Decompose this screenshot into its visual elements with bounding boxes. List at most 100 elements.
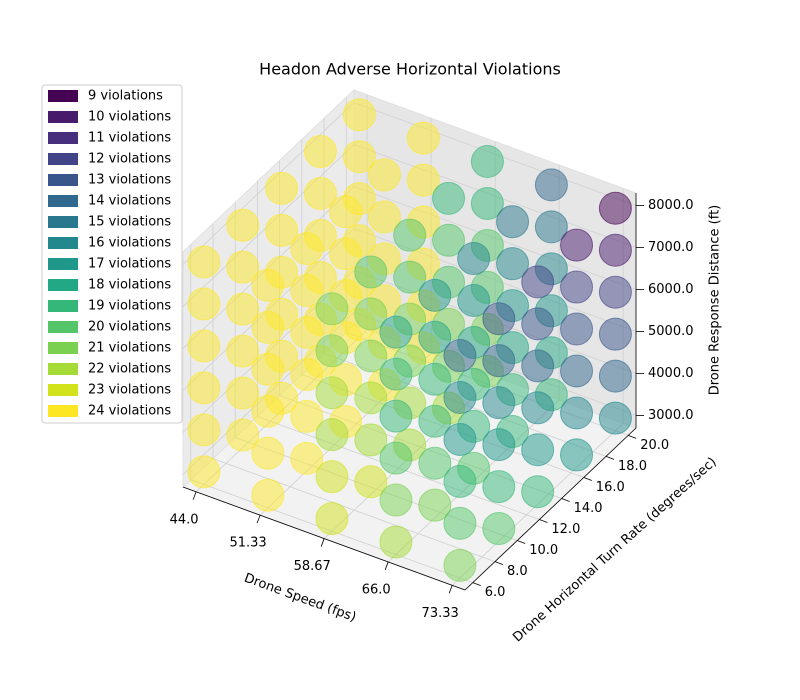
bubble: [187, 455, 221, 489]
bubble: [432, 181, 466, 215]
bubble: [342, 98, 376, 132]
z-tick-label: 8000.0: [648, 198, 694, 213]
bubble: [379, 399, 413, 433]
bubble: [560, 270, 594, 304]
bubble: [598, 275, 632, 309]
bubble: [354, 465, 388, 499]
bubble: [303, 177, 337, 211]
tick-mark: [605, 456, 615, 460]
y-tick-label: 20.0: [640, 438, 669, 453]
bubble: [482, 344, 516, 378]
bubble: [290, 441, 324, 475]
legend-swatch: [48, 90, 78, 102]
x-tick-label: 73.33: [422, 606, 459, 621]
legend-swatch: [48, 384, 78, 396]
bubble: [251, 352, 285, 386]
bubble: [393, 218, 427, 252]
legend-label: 13 violations: [88, 173, 171, 188]
legend-label: 23 violations: [88, 383, 171, 398]
x-tick-label: 66.0: [362, 582, 391, 597]
z-tick-label: 7000.0: [648, 240, 694, 255]
legend-swatch: [48, 216, 78, 228]
z-axis-label: Drone Response Distance (ft): [708, 205, 723, 396]
bubble: [329, 195, 363, 229]
bubble: [226, 418, 260, 452]
tick-mark: [192, 491, 197, 500]
legend-swatch: [48, 342, 78, 354]
legend-swatch: [48, 300, 78, 312]
x-axis: [182, 486, 466, 591]
bubble: [226, 208, 260, 242]
legend-swatch: [48, 153, 78, 165]
bubble: [418, 446, 452, 480]
bubble: [521, 433, 555, 467]
bubble: [482, 470, 516, 504]
legend-swatch: [48, 195, 78, 207]
bubble: [406, 121, 440, 155]
bubble: [187, 371, 221, 405]
bubble: [329, 237, 363, 271]
bubble: [534, 168, 568, 202]
bubble: [315, 460, 349, 494]
legend-swatch: [48, 258, 78, 270]
legend-label: 16 violations: [88, 236, 171, 251]
legend-label: 19 violations: [88, 299, 171, 314]
legend-label: 21 violations: [88, 341, 171, 356]
bubble: [560, 228, 594, 262]
legend-swatch: [48, 111, 78, 123]
bubble: [187, 329, 221, 363]
bubble: [290, 274, 324, 308]
y-tick-label: 18.0: [618, 459, 647, 474]
bubble: [418, 404, 452, 438]
bubble: [521, 265, 555, 299]
grid-line: [212, 458, 496, 562]
tick-mark: [472, 582, 481, 587]
bubble: [443, 339, 477, 373]
bubble: [560, 396, 594, 430]
bubble: [354, 339, 388, 373]
bubble: [560, 354, 594, 388]
legend-swatch: [48, 321, 78, 333]
tick-mark: [561, 498, 570, 502]
bubble: [432, 223, 466, 257]
bubble: [470, 186, 504, 220]
bubble: [251, 478, 285, 512]
z-tick-label: 6000.0: [648, 282, 694, 297]
x-axis-label: Drone Speed (fps): [242, 571, 358, 625]
z-tick-label: 4000.0: [648, 366, 694, 381]
bubble: [521, 475, 555, 509]
bubble: [418, 320, 452, 354]
bubble: [354, 255, 388, 289]
bubble: [303, 135, 337, 169]
y-tick-label: 14.0: [574, 501, 603, 516]
bubble: [482, 512, 516, 546]
tick-mark: [517, 540, 526, 544]
legend-label: 24 violations: [88, 404, 171, 419]
bubble: [251, 436, 285, 470]
legend-swatch: [48, 405, 78, 417]
bubble: [379, 483, 413, 517]
z-tick-label: 3000.0: [648, 408, 694, 423]
bubble: [418, 362, 452, 396]
tick-mark: [320, 538, 325, 547]
bubble: [251, 310, 285, 344]
bubble: [367, 200, 401, 234]
bubble: [418, 488, 452, 522]
bubble: [406, 163, 440, 197]
legend-swatch: [48, 363, 78, 375]
legend-label: 15 violations: [88, 215, 171, 230]
bubble: [521, 349, 555, 383]
bubble: [534, 210, 568, 244]
y-tick-label: 8.0: [507, 564, 528, 579]
bubble: [598, 233, 632, 267]
bubble: [598, 359, 632, 393]
tick-mark: [384, 561, 389, 571]
bubble: [393, 260, 427, 294]
tick-mark: [583, 477, 592, 481]
bubble: [482, 302, 516, 336]
legend-label: 10 violations: [88, 110, 171, 125]
y-tick-label: 10.0: [529, 543, 558, 558]
legend-swatch: [48, 132, 78, 144]
bubble: [598, 191, 632, 225]
legend-label: 9 violations: [88, 89, 163, 104]
